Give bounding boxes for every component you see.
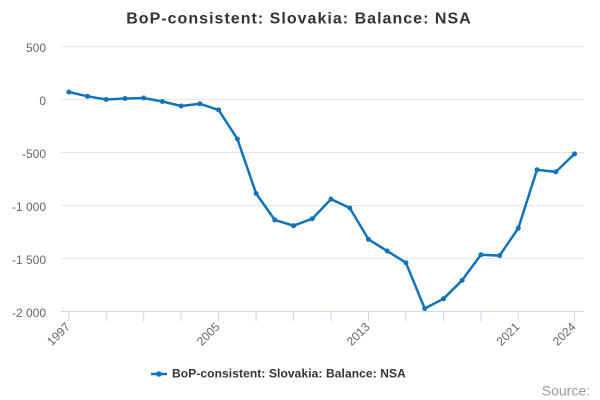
svg-text:-500: -500 [22, 147, 46, 161]
svg-text:500: 500 [26, 41, 46, 55]
svg-text:-1 500: -1 500 [12, 253, 46, 267]
svg-text:0: 0 [39, 94, 46, 108]
svg-text:-1 000: -1 000 [12, 200, 46, 214]
svg-text:-2 000: -2 000 [12, 306, 46, 320]
svg-text:BoP-consistent: Slovakia: Bala: BoP-consistent: Slovakia: Balance: NSA [126, 11, 472, 28]
svg-text:Source:: Source: [542, 383, 590, 399]
svg-text:BoP-consistent: Slovakia: Bala: BoP-consistent: Slovakia: Balance: NSA [172, 367, 406, 381]
